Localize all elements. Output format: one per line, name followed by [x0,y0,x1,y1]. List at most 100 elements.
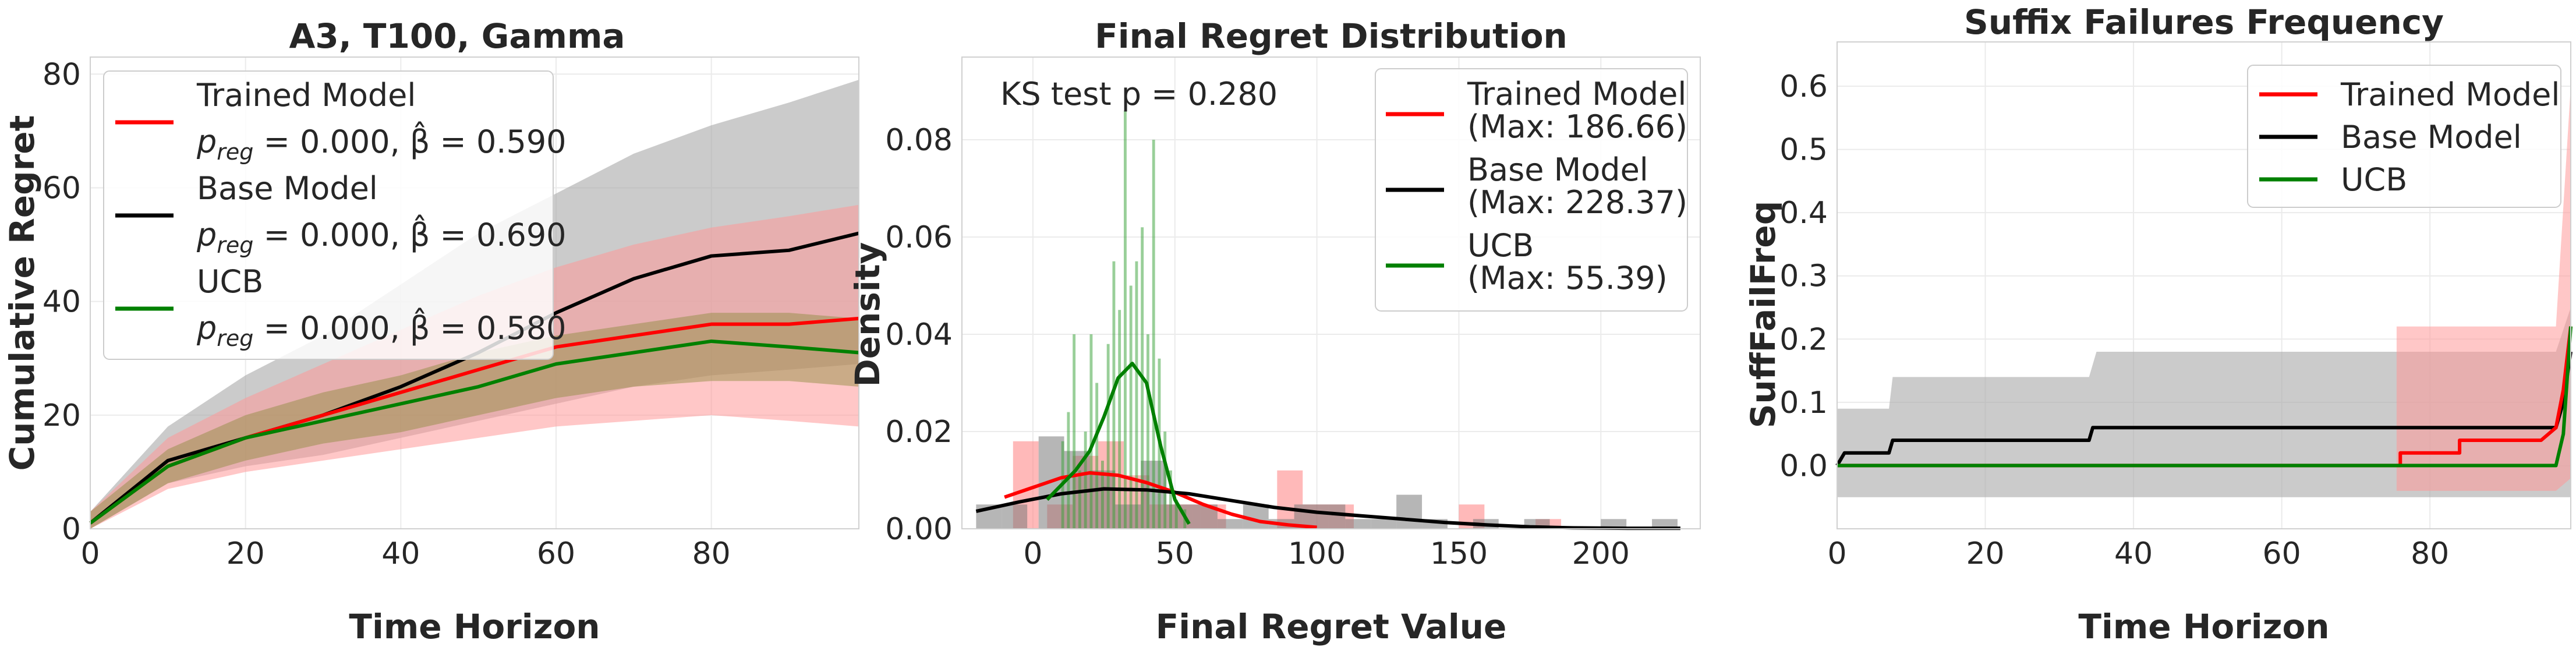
p0-xtick-label: 60 [537,536,575,571]
p1-bar-black [1345,519,1371,529]
p1-bar-green [1095,383,1099,529]
p1-legend: Trained Model (Max: 186.66) Base Model (… [1375,68,1688,312]
p1-bar-green [1106,344,1110,529]
p1-bar-green [1073,334,1076,529]
p1-bar-green [1129,285,1133,529]
p2-legend-ucb-name: UCB [2341,161,2407,198]
p1-xtick-label: 50 [1156,536,1194,571]
p2-ytick-label: 0.5 [1779,133,1828,168]
p2-ytick-label: 0.2 [1779,322,1828,357]
p1-kde-red [1004,471,1317,529]
p0-legend-trained-stats: preg = 0.000, β̂ = 0.590 [196,122,567,165]
p0-legend-ucb-stats: preg = 0.000, β̂ = 0.580 [196,308,567,351]
p1-kde-black [975,487,1680,531]
p0-ytick-label: 20 [43,398,81,433]
p1-xtick-label: 200 [1572,536,1630,571]
p1-ytick-label: 0.08 [885,123,953,158]
p0-ytick-label: 40 [43,285,81,320]
p2-confidence-bands [1837,86,2571,497]
p1-bar-green [1112,261,1116,529]
p2-y-ticks: 0.0 0.1 0.2 0.3 0.4 0.5 0.6 [1779,69,1828,483]
p1-bar-green [1101,461,1104,529]
p1-x-ticks: 0 50 100 150 200 [1023,536,1630,571]
p0-band-red [90,204,859,529]
p2-legend-trained-name: Trained Model [2340,76,2560,113]
p1-y-ticks: 0.00 0.02 0.04 0.06 0.08 [885,123,953,547]
p1-bar-green [1169,470,1172,529]
p1-xtick-label: 100 [1288,536,1346,571]
p1-bar-black [1652,519,1678,529]
p0-title: A3, T100, Gamma [289,16,625,56]
p1-ytick-label: 0.02 [885,415,953,450]
p1-bar-black [1371,519,1397,529]
p1-kde-green [1046,362,1191,525]
p0-plot-frame [90,56,859,529]
p1-bar-black [1601,519,1627,529]
p2-xtick-label: 60 [2263,536,2301,571]
p0-legend-base-stats: preg = 0.000, β̂ = 0.690 [196,215,567,258]
p1-legend-base-max: (Max: 228.37) [1467,184,1687,221]
p1-bar-green [1174,499,1178,529]
p2-title: Suffix Failures Frequency [1964,2,2444,42]
p2-legend: Trained Model Base Model UCB [2247,65,2561,208]
p0-band-green [90,313,859,529]
p1-bar-green [1152,139,1155,529]
p0-legend-trained-name: Trained Model [196,77,416,114]
p2-band-black [1837,307,2571,497]
p2-x-label: Time Horizon [2078,607,2329,646]
p1-bar-green [1147,334,1149,529]
p1-bar-black [1002,504,1028,529]
p1-legend-ucb-max: (Max: 55.39) [1467,260,1668,296]
p1-ytick-label: 0.00 [885,512,953,547]
p2-legend-base-name: Base Model [2341,119,2522,155]
p1-legend-box [1375,68,1688,312]
p1-bar-green [1118,310,1121,529]
p1-x-label: Final Regret Value [1156,607,1507,646]
p1-legend-trained-max: (Max: 186.66) [1467,108,1687,145]
p2-x-ticks: 0 20 40 60 80 [1827,536,2449,571]
p2-xtick-label: 40 [2114,536,2153,571]
p2-xtick-label: 20 [1966,536,2004,571]
p0-legend-ucb-name: UCB [197,263,263,300]
p0-ytick-label: 80 [43,57,81,92]
p2-series-lines [1835,326,2573,468]
p2-band-red [1837,86,2571,491]
p0-xtick-label: 80 [692,536,731,571]
p0-x-label: Time Horizon [349,607,600,646]
p0-line-green [89,339,859,525]
p1-ytick-label: 0.06 [885,220,953,255]
p1-bar-green [1067,412,1070,529]
p1-bar-black [1319,504,1346,529]
p1-ks-annotation: KS test p = 0.280 [1000,76,1278,112]
p0-x-ticks: 0 20 40 60 80 [80,536,730,571]
p1-bar-green [1084,431,1087,529]
p1-title: Final Regret Distribution [1095,16,1567,56]
p1-legend-base-name: Base Model [1467,151,1648,188]
p2-ytick-label: 0.6 [1779,69,1828,104]
p2-ytick-label: 0.1 [1779,386,1828,420]
p2-line-red [1837,326,2573,468]
p0-legend: Trained Model preg = 0.000, β̂ = 0.590 B… [103,70,567,360]
p2-ytick-label: 0.3 [1779,259,1828,294]
panel-cumulative-regret: 0 20 40 60 80 0 20 40 60 80 A3, T100, Gamma Time… [2,16,859,646]
p2-xtick-label: 0 [1827,536,1846,571]
p1-kde-lines [975,362,1680,531]
p2-xtick-label: 80 [2411,536,2449,571]
p2-y-label: SuffFailFreq [1743,201,1783,429]
p2-plot-frame [1837,41,2571,529]
p0-ytick-label: 60 [43,171,81,206]
p2-ytick-label: 0.4 [1779,196,1828,231]
p1-ytick-label: 0.04 [885,317,953,352]
p1-xtick-label: 150 [1430,536,1488,571]
p0-xtick-label: 0 [80,536,100,571]
p1-plot-frame [961,56,1701,529]
p1-bar-green [1163,431,1167,529]
p1-bar-green [1135,261,1138,529]
p0-xtick-label: 20 [227,536,265,571]
p1-bar-black [1217,519,1243,529]
p0-legend-base-name: Base Model [197,170,378,207]
p2-legend-box [2247,65,2561,208]
p1-bar-black [1396,494,1423,529]
p1-bar-green [1089,334,1093,529]
